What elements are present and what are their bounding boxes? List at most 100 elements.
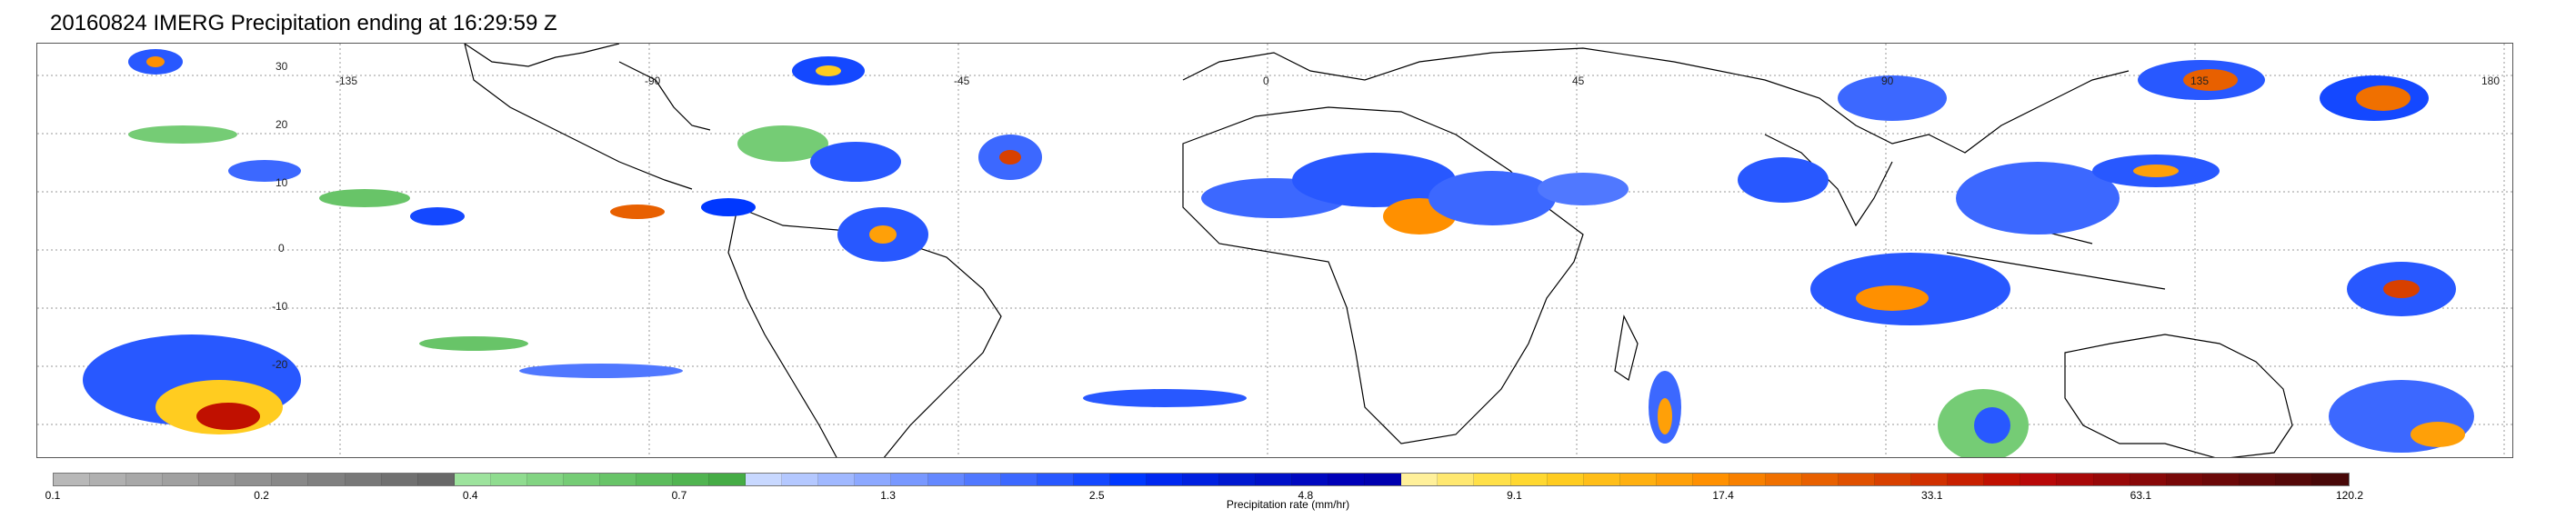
colorbar-segment [636, 474, 674, 485]
colorbar-segment [1656, 474, 1693, 485]
colorbar-segment [2166, 474, 2203, 485]
coast-madagascar [1614, 314, 1639, 381]
colorbar-segment [272, 474, 309, 485]
colorbar-tick-label: 63.1 [2130, 489, 2152, 502]
colorbar-tick-label: 4.8 [1298, 489, 1314, 502]
colorbar-segment [891, 474, 928, 485]
lat-label-m20: -20 [272, 358, 288, 371]
colorbar-segment [1438, 474, 1475, 485]
coast-africa [1182, 106, 1584, 444]
colorbar-segment [2239, 474, 2276, 485]
coastlines [464, 44, 2293, 457]
colorbar-segment [782, 474, 819, 485]
colorbar-segment [1802, 474, 1839, 485]
colorbar-segment [927, 474, 965, 485]
colorbar-segment [1619, 474, 1657, 485]
colorbar-segment [855, 474, 892, 485]
lon-label-m135: -135 [336, 75, 358, 87]
colorbar-segment [1292, 474, 1329, 485]
graticule [37, 44, 2512, 457]
colorbar-segment [163, 474, 200, 485]
coast-europe-asia [1182, 47, 2130, 154]
colorbar-segment [1365, 474, 1402, 485]
colorbar-segment [1328, 474, 1366, 485]
colorbar-segment [1182, 474, 1219, 485]
colorbar-segment [490, 474, 527, 485]
lon-label-90: 90 [1881, 75, 1894, 87]
colorbar-segment [2311, 474, 2349, 485]
colorbar-segment [199, 474, 236, 485]
colorbar-segment [1146, 474, 1183, 485]
colorbar-segment [818, 474, 856, 485]
colorbar-tick-label: 1.3 [880, 489, 896, 502]
colorbar-tick-label: 0.1 [45, 489, 61, 502]
colorbar-segment [1000, 474, 1037, 485]
colorbar-segment [1256, 474, 1293, 485]
colorbar-tick-label: 0.7 [671, 489, 687, 502]
colorbar-segment [599, 474, 636, 485]
lon-label-0: 0 [1263, 75, 1269, 87]
colorbar-segment [964, 474, 1001, 485]
colorbar-segment [1692, 474, 1729, 485]
colorbar-segment [673, 474, 710, 485]
lat-label-m10: -10 [272, 300, 288, 313]
colorbar-tick-label: 9.1 [1507, 489, 1522, 502]
colorbar-segment [2202, 474, 2240, 485]
colorbar-segment [1073, 474, 1110, 485]
colorbar-tick-label: 0.2 [254, 489, 269, 502]
colorbar-segment [126, 474, 164, 485]
colorbar-segment [54, 474, 91, 485]
lat-label-20: 20 [276, 118, 288, 131]
colorbar-segment [709, 474, 747, 485]
colorbar-segment [2275, 474, 2312, 485]
lon-label-45: 45 [1572, 75, 1585, 87]
colorbar-label: Precipitation rate (mm/hr) [1226, 498, 1350, 511]
lat-label-10: 10 [276, 176, 288, 189]
precipitation-field [83, 49, 2474, 457]
colorbar-segment [1109, 474, 1147, 485]
coast-north-america [464, 44, 711, 190]
colorbar-segment [1875, 474, 1912, 485]
precipitation-map: 30 20 10 0 -10 -20 -135 -90 -45 0 45 90 … [36, 43, 2513, 458]
lat-label-0: 0 [278, 242, 285, 255]
colorbar-segment [1401, 474, 1438, 485]
colorbar-segment [1547, 474, 1584, 485]
colorbar-segment [90, 474, 127, 485]
colorbar-segment [2020, 474, 2058, 485]
colorbar-segment [1839, 474, 1876, 485]
colorbar-tick-label: 0.4 [462, 489, 478, 502]
map-title: 20160824 IMERG Precipitation ending at 1… [50, 11, 557, 35]
coast-south-america [727, 206, 1002, 457]
colorbar-segment [2093, 474, 2130, 485]
colorbar-segment [526, 474, 564, 485]
colorbar-segment [1037, 474, 1074, 485]
lon-label-m90: -90 [645, 75, 661, 87]
coast-india [1764, 134, 1893, 227]
lon-label-m45: -45 [954, 75, 970, 87]
colorbar-segment [1948, 474, 1985, 485]
colorbar [53, 473, 2350, 486]
colorbar-segment [746, 474, 783, 485]
colorbar-segment [417, 474, 455, 485]
colorbar-segment [1765, 474, 1802, 485]
colorbar-segment [1729, 474, 1766, 485]
coast-australia [2064, 334, 2293, 457]
lon-label-135: 135 [2190, 75, 2210, 87]
map-canvas [37, 44, 2512, 457]
colorbar-segment [2130, 474, 2167, 485]
colorbar-segment [454, 474, 491, 485]
colorbar-segment [236, 474, 273, 485]
colorbar-segment [1474, 474, 1511, 485]
colorbar-tick-label: 17.4 [1712, 489, 1734, 502]
colorbar-segment [1911, 474, 1949, 485]
colorbar-segment [2057, 474, 2094, 485]
colorbar-segment [1510, 474, 1548, 485]
colorbar-segment [345, 474, 382, 485]
colorbar-tick-label: 2.5 [1088, 489, 1105, 502]
colorbar-segment [1984, 474, 2021, 485]
colorbar-tick-label: 33.1 [1921, 489, 1943, 502]
colorbar-segment [1583, 474, 1620, 485]
lon-label-180: 180 [2481, 75, 2501, 87]
colorbar-tick-label: 120.2 [2335, 489, 2364, 502]
colorbar-segment [308, 474, 346, 485]
